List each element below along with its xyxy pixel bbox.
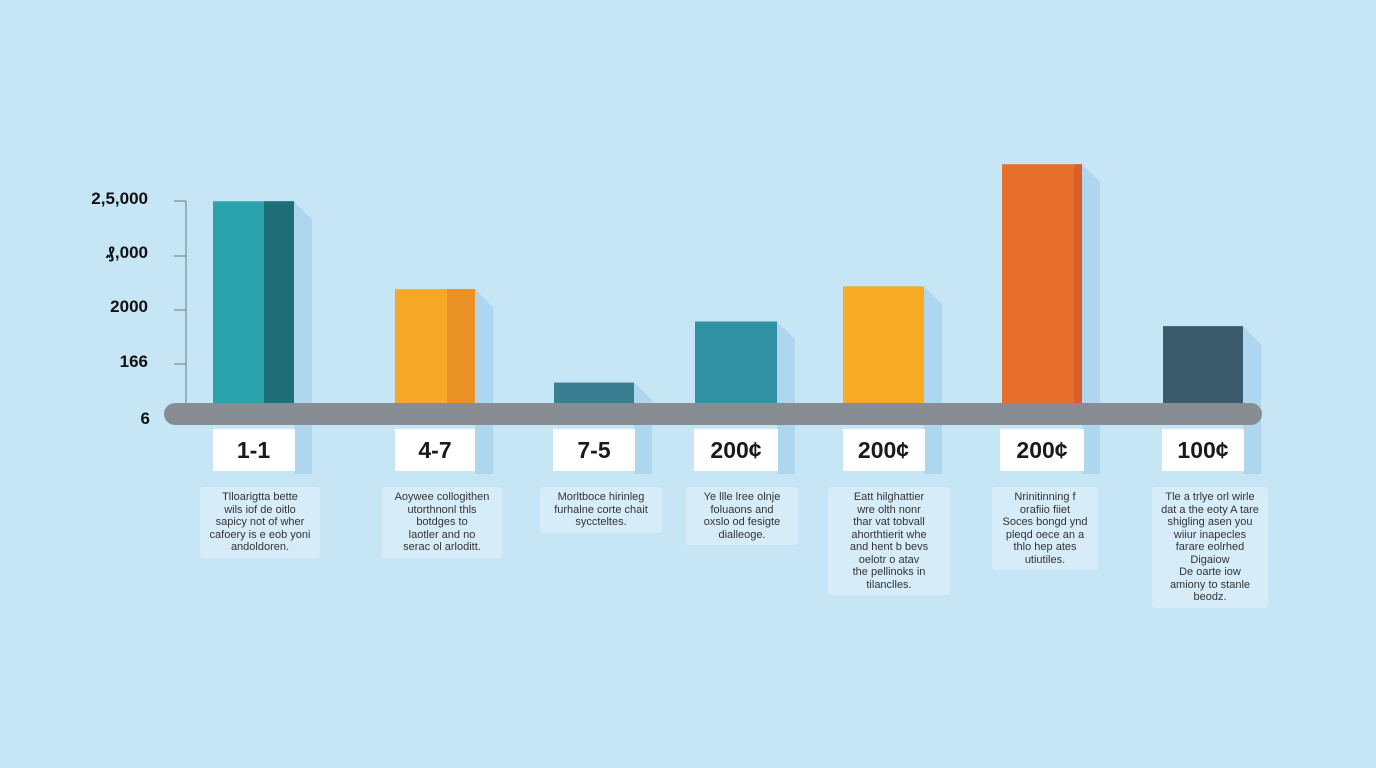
bar-side-shade (264, 201, 294, 414)
annotation-text: Eatt hilghattier wre olth nonr thar vat … (828, 487, 950, 595)
y-tick-label: ₰,000 (105, 243, 148, 262)
bar (1163, 326, 1243, 414)
annotation-text: Tle a trlye orl wirle dat a the eoty A t… (1152, 487, 1268, 608)
annotation-text: Nrinitinning f orafiio fiiet Soces bongd… (992, 487, 1098, 570)
bar-side-shade (447, 289, 475, 414)
bar-shadow (777, 321, 795, 474)
category-label: 200¢ (842, 429, 925, 471)
bar-shadow (475, 289, 493, 474)
bar (1002, 164, 1082, 414)
bar-shadow (924, 286, 942, 474)
bar-shadow (294, 201, 312, 474)
category-label: 200¢ (694, 429, 778, 471)
annotation-text: Aoywee collogithen utorthnonl thls botdg… (382, 487, 502, 558)
y-axis (174, 200, 188, 412)
bar (695, 321, 777, 414)
y-tick-label: 2,5,000 (91, 189, 148, 208)
y-tick-label: 166 (119, 352, 148, 371)
bar-side-shade (1074, 164, 1082, 414)
category-label: 4-7 (395, 429, 475, 471)
baseline-bar (164, 403, 1262, 425)
bar-shadow (634, 382, 652, 474)
bar-shadow (1243, 326, 1261, 474)
bar-shadow (1082, 164, 1100, 474)
annotation-text: Ye llle lree olnje foluaons and oxslo od… (686, 487, 798, 545)
bars (213, 164, 1243, 414)
y-tick-label: 6 (140, 409, 150, 428)
annotation-text: Tlloarigtta bette wils iof de oitlo sapi… (200, 487, 320, 558)
category-label: 100¢ (1162, 429, 1244, 471)
category-label: 1-1 (212, 429, 295, 471)
annotation-text: Morltboce hirinleg furhalne corte chait … (540, 487, 662, 533)
y-tick-label: 2000 (110, 297, 148, 316)
category-label: 7-5 (553, 429, 635, 471)
bar (843, 286, 924, 414)
category-label: 200¢ (1000, 429, 1084, 471)
